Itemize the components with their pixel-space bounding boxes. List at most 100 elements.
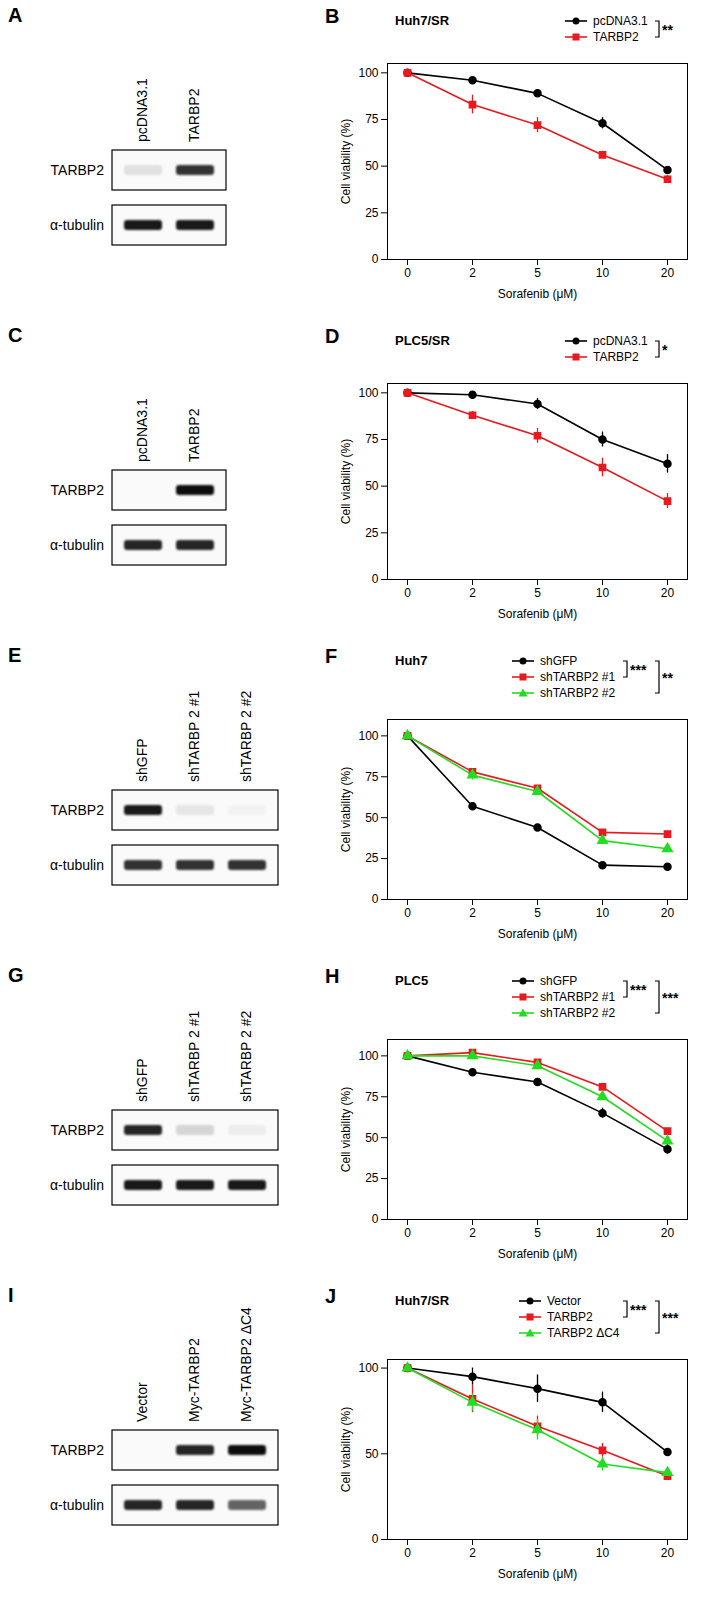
svg-text:G: G <box>8 964 24 986</box>
svg-text:0: 0 <box>404 1226 411 1240</box>
svg-text:5: 5 <box>534 1226 541 1240</box>
svg-text:α-tubulin: α-tubulin <box>50 1497 104 1513</box>
svg-text:0: 0 <box>372 1212 379 1226</box>
svg-text:50: 50 <box>365 159 379 173</box>
svg-text:α-tubulin: α-tubulin <box>50 217 104 233</box>
svg-text:2: 2 <box>469 1226 476 1240</box>
svg-text:E: E <box>8 644 21 666</box>
svg-text:shGFP: shGFP <box>134 1058 150 1102</box>
svg-text:α-tubulin: α-tubulin <box>50 537 104 553</box>
svg-text:5: 5 <box>534 266 541 280</box>
svg-text:Myc-TARBP2 ΔC4: Myc-TARBP2 ΔC4 <box>238 1307 254 1422</box>
svg-text:shTARBP 2 #2: shTARBP 2 #2 <box>238 1010 254 1102</box>
svg-text:***: *** <box>662 990 679 1006</box>
svg-text:100: 100 <box>358 386 378 400</box>
svg-text:75: 75 <box>365 432 379 446</box>
svg-text:10: 10 <box>596 586 610 600</box>
svg-text:shTARBP2 #2: shTARBP2 #2 <box>540 1006 615 1020</box>
svg-text:50: 50 <box>365 479 379 493</box>
svg-text:Sorafenib (μM): Sorafenib (μM) <box>498 1247 578 1261</box>
svg-text:***: *** <box>630 1302 647 1318</box>
svg-text:TARBP2: TARBP2 <box>593 350 639 364</box>
svg-text:α-tubulin: α-tubulin <box>50 857 104 873</box>
svg-text:TARBP2: TARBP2 <box>186 408 202 462</box>
svg-text:5: 5 <box>534 906 541 920</box>
svg-text:shGFP: shGFP <box>540 974 577 988</box>
svg-text:2: 2 <box>469 906 476 920</box>
svg-text:10: 10 <box>596 1226 610 1240</box>
svg-text:pcDNA3.1: pcDNA3.1 <box>134 398 150 462</box>
svg-text:20: 20 <box>661 1226 675 1240</box>
svg-text:100: 100 <box>358 1361 378 1375</box>
svg-text:Sorafenib (μM): Sorafenib (μM) <box>498 1567 578 1581</box>
svg-text:TARBP2: TARBP2 <box>51 1442 105 1458</box>
svg-text:shTARBP2 #2: shTARBP2 #2 <box>540 686 615 700</box>
svg-text:shTARBP 2 #1: shTARBP 2 #1 <box>186 690 202 782</box>
svg-text:100: 100 <box>358 66 378 80</box>
svg-text:0: 0 <box>404 1546 411 1560</box>
svg-text:TARBP2: TARBP2 <box>593 30 639 44</box>
svg-text:Myc-TARBP2: Myc-TARBP2 <box>186 1338 202 1422</box>
svg-text:Cell viability (%): Cell viability (%) <box>339 119 353 204</box>
svg-text:50: 50 <box>365 1447 379 1461</box>
svg-text:10: 10 <box>596 1546 610 1560</box>
svg-text:0: 0 <box>372 892 379 906</box>
svg-text:TARBP2: TARBP2 <box>547 1310 593 1324</box>
svg-text:***: *** <box>662 1310 679 1326</box>
svg-text:5: 5 <box>534 1546 541 1560</box>
svg-text:Cell viability (%): Cell viability (%) <box>339 767 353 852</box>
svg-text:100: 100 <box>358 1049 378 1063</box>
svg-text:***: *** <box>630 982 647 998</box>
svg-text:*: * <box>662 342 668 358</box>
svg-text:0: 0 <box>372 252 379 266</box>
svg-text:TARBP2: TARBP2 <box>51 802 105 818</box>
svg-text:Cell viability (%): Cell viability (%) <box>339 1407 353 1492</box>
svg-text:shTARBP 2 #1: shTARBP 2 #1 <box>186 1010 202 1102</box>
svg-text:50: 50 <box>365 811 379 825</box>
svg-text:Vector: Vector <box>547 1294 581 1308</box>
svg-text:25: 25 <box>365 851 379 865</box>
svg-text:**: ** <box>662 670 673 686</box>
svg-text:TARBP2: TARBP2 <box>51 162 105 178</box>
svg-text:Cell viability (%): Cell viability (%) <box>339 1087 353 1172</box>
svg-text:shTARBP2 #1: shTARBP2 #1 <box>540 990 615 1004</box>
svg-text:I: I <box>8 1284 14 1306</box>
svg-text:0: 0 <box>404 266 411 280</box>
svg-text:Cell viability (%): Cell viability (%) <box>339 439 353 524</box>
svg-text:2: 2 <box>469 1546 476 1560</box>
svg-text:***: *** <box>630 662 647 678</box>
svg-text:5: 5 <box>534 586 541 600</box>
svg-text:20: 20 <box>661 586 675 600</box>
svg-text:C: C <box>8 324 22 346</box>
svg-text:20: 20 <box>661 1546 675 1560</box>
svg-text:20: 20 <box>661 906 675 920</box>
svg-text:pcDNA3.1: pcDNA3.1 <box>134 78 150 142</box>
svg-text:2: 2 <box>469 266 476 280</box>
svg-text:pcDNA3.1: pcDNA3.1 <box>593 334 648 348</box>
svg-text:20: 20 <box>661 266 675 280</box>
svg-text:100: 100 <box>358 729 378 743</box>
svg-text:shTARBP 2 #2: shTARBP 2 #2 <box>238 690 254 782</box>
svg-text:TARBP2: TARBP2 <box>51 482 105 498</box>
svg-text:25: 25 <box>365 526 379 540</box>
svg-text:0: 0 <box>372 572 379 586</box>
svg-text:shGFP: shGFP <box>134 738 150 782</box>
svg-text:2: 2 <box>469 586 476 600</box>
svg-text:**: ** <box>662 22 673 38</box>
svg-text:0: 0 <box>404 906 411 920</box>
svg-text:Sorafenib (μM): Sorafenib (μM) <box>498 607 578 621</box>
svg-text:25: 25 <box>365 1171 379 1185</box>
svg-text:TARBP2: TARBP2 <box>186 88 202 142</box>
svg-text:pcDNA3.1: pcDNA3.1 <box>593 14 648 28</box>
svg-text:α-tubulin: α-tubulin <box>50 1177 104 1193</box>
svg-text:75: 75 <box>365 112 379 126</box>
svg-text:Sorafenib (μM): Sorafenib (μM) <box>498 927 578 941</box>
svg-text:10: 10 <box>596 266 610 280</box>
svg-text:shTARBP2 #1: shTARBP2 #1 <box>540 670 615 684</box>
svg-text:shGFP: shGFP <box>540 654 577 668</box>
svg-text:75: 75 <box>365 1090 379 1104</box>
svg-text:25: 25 <box>365 206 379 220</box>
svg-text:0: 0 <box>372 1532 379 1546</box>
svg-text:TARBP2: TARBP2 <box>51 1122 105 1138</box>
svg-text:Vector: Vector <box>134 1382 150 1422</box>
